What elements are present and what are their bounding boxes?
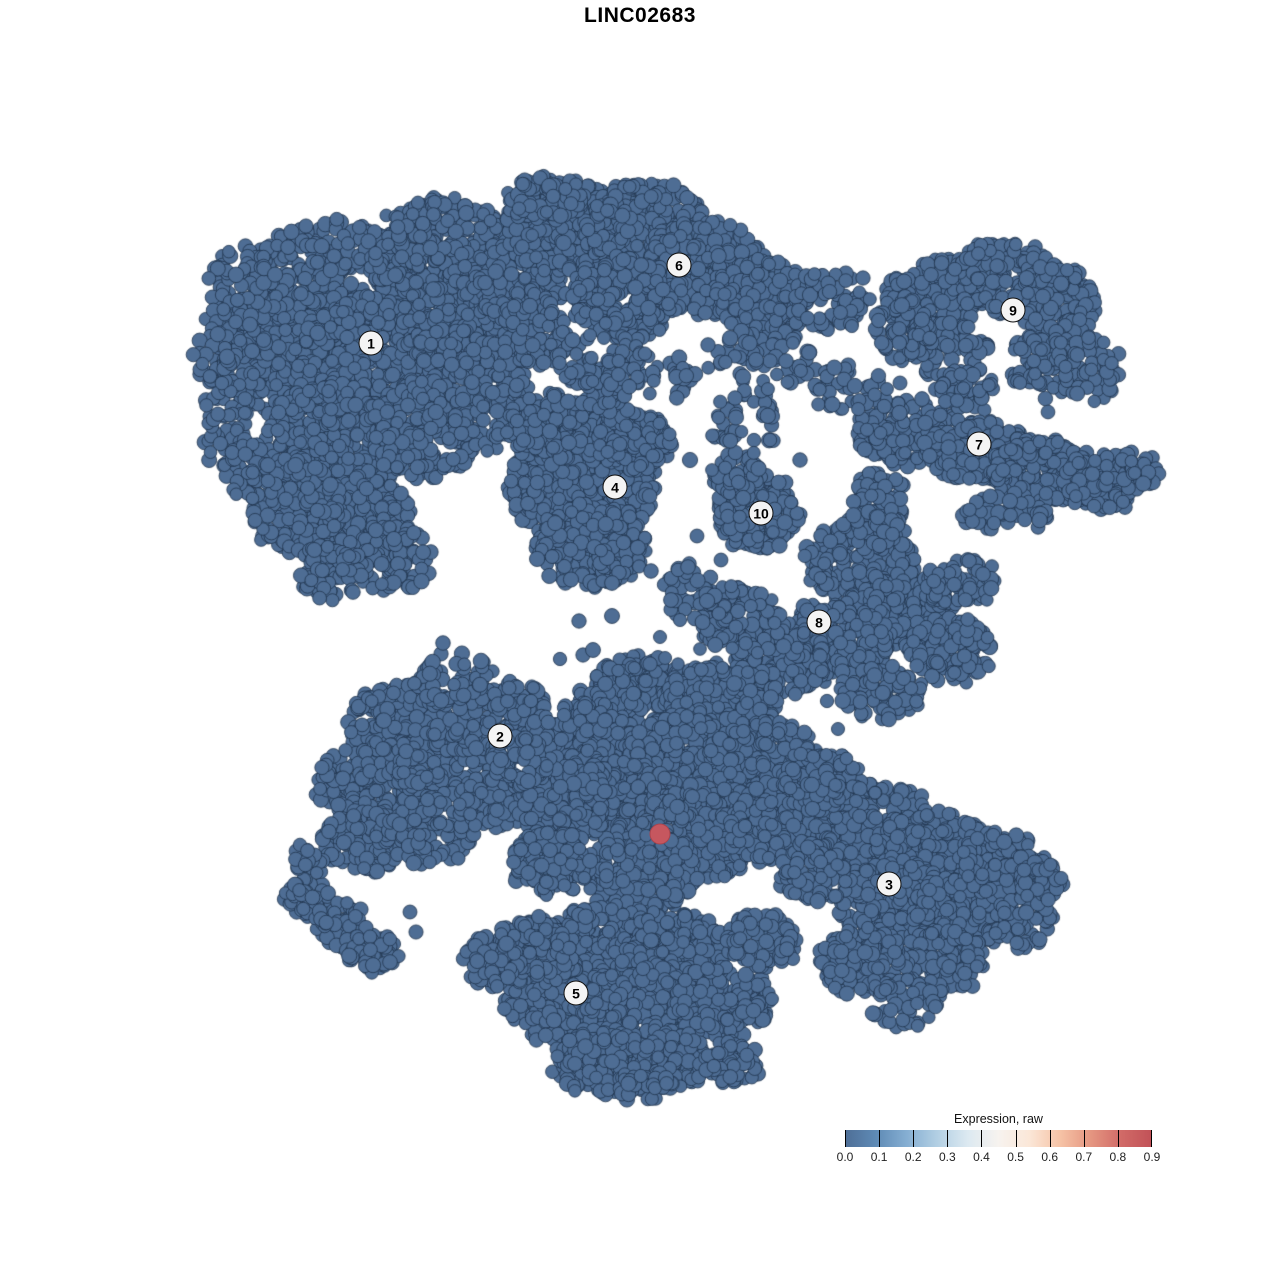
colorbar-gradient [845, 1130, 1152, 1147]
colorbar-tick [947, 1130, 949, 1147]
colorbar-tick [879, 1130, 881, 1147]
cluster-label-5[interactable]: 5 [563, 980, 589, 1006]
colorbar-tick-label: 0.2 [904, 1150, 922, 1164]
cluster-label-8[interactable]: 8 [806, 609, 832, 635]
colorbar-tick-labels: 0.0 0.1 0.2 0.3 0.4 0.5 0.6 0.7 0.8 0.9 [837, 1150, 1161, 1166]
colorbar-tick-label: 0.7 [1075, 1150, 1093, 1164]
colorbar-tick-label: 0.8 [1109, 1150, 1127, 1164]
colorbar-tick-label: 0.6 [1041, 1150, 1059, 1164]
highlighted-cell[interactable] [649, 823, 671, 845]
cluster-label-1[interactable]: 1 [358, 330, 384, 356]
cluster-label-2[interactable]: 2 [487, 723, 513, 749]
colorbar-tick [913, 1130, 915, 1147]
cluster-label-3[interactable]: 3 [876, 871, 902, 897]
legend-title: Expression, raw [954, 1112, 1043, 1126]
colorbar-tick-label: 0.1 [870, 1150, 888, 1164]
colorbar-tick-label: 0.0 [836, 1150, 854, 1164]
cluster-label-10[interactable]: 10 [748, 500, 774, 526]
cluster-label-6[interactable]: 6 [666, 252, 692, 278]
cluster-label-7[interactable]: 7 [966, 431, 992, 457]
colorbar-tick [1117, 1130, 1119, 1147]
colorbar-tick [1015, 1130, 1017, 1147]
colorbar-tick-label: 0.9 [1143, 1150, 1161, 1164]
cluster-label-4[interactable]: 4 [602, 474, 628, 500]
colorbar-tick [1049, 1130, 1051, 1147]
colorbar-tick [1151, 1130, 1152, 1147]
cluster-label-9[interactable]: 9 [1000, 297, 1026, 323]
colorbar-tick [845, 1130, 846, 1147]
expression-legend: Expression, raw 0.0 0.1 0.2 0.3 0.4 0.5 0.6 0.7… [837, 1112, 1161, 1166]
colorbar-tick [1083, 1130, 1085, 1147]
colorbar-tick-label: 0.5 [1007, 1150, 1024, 1164]
colorbar-tick-label: 0.3 [938, 1150, 956, 1164]
colorbar-tick [981, 1130, 983, 1147]
colorbar-tick-label: 0.4 [973, 1150, 990, 1164]
